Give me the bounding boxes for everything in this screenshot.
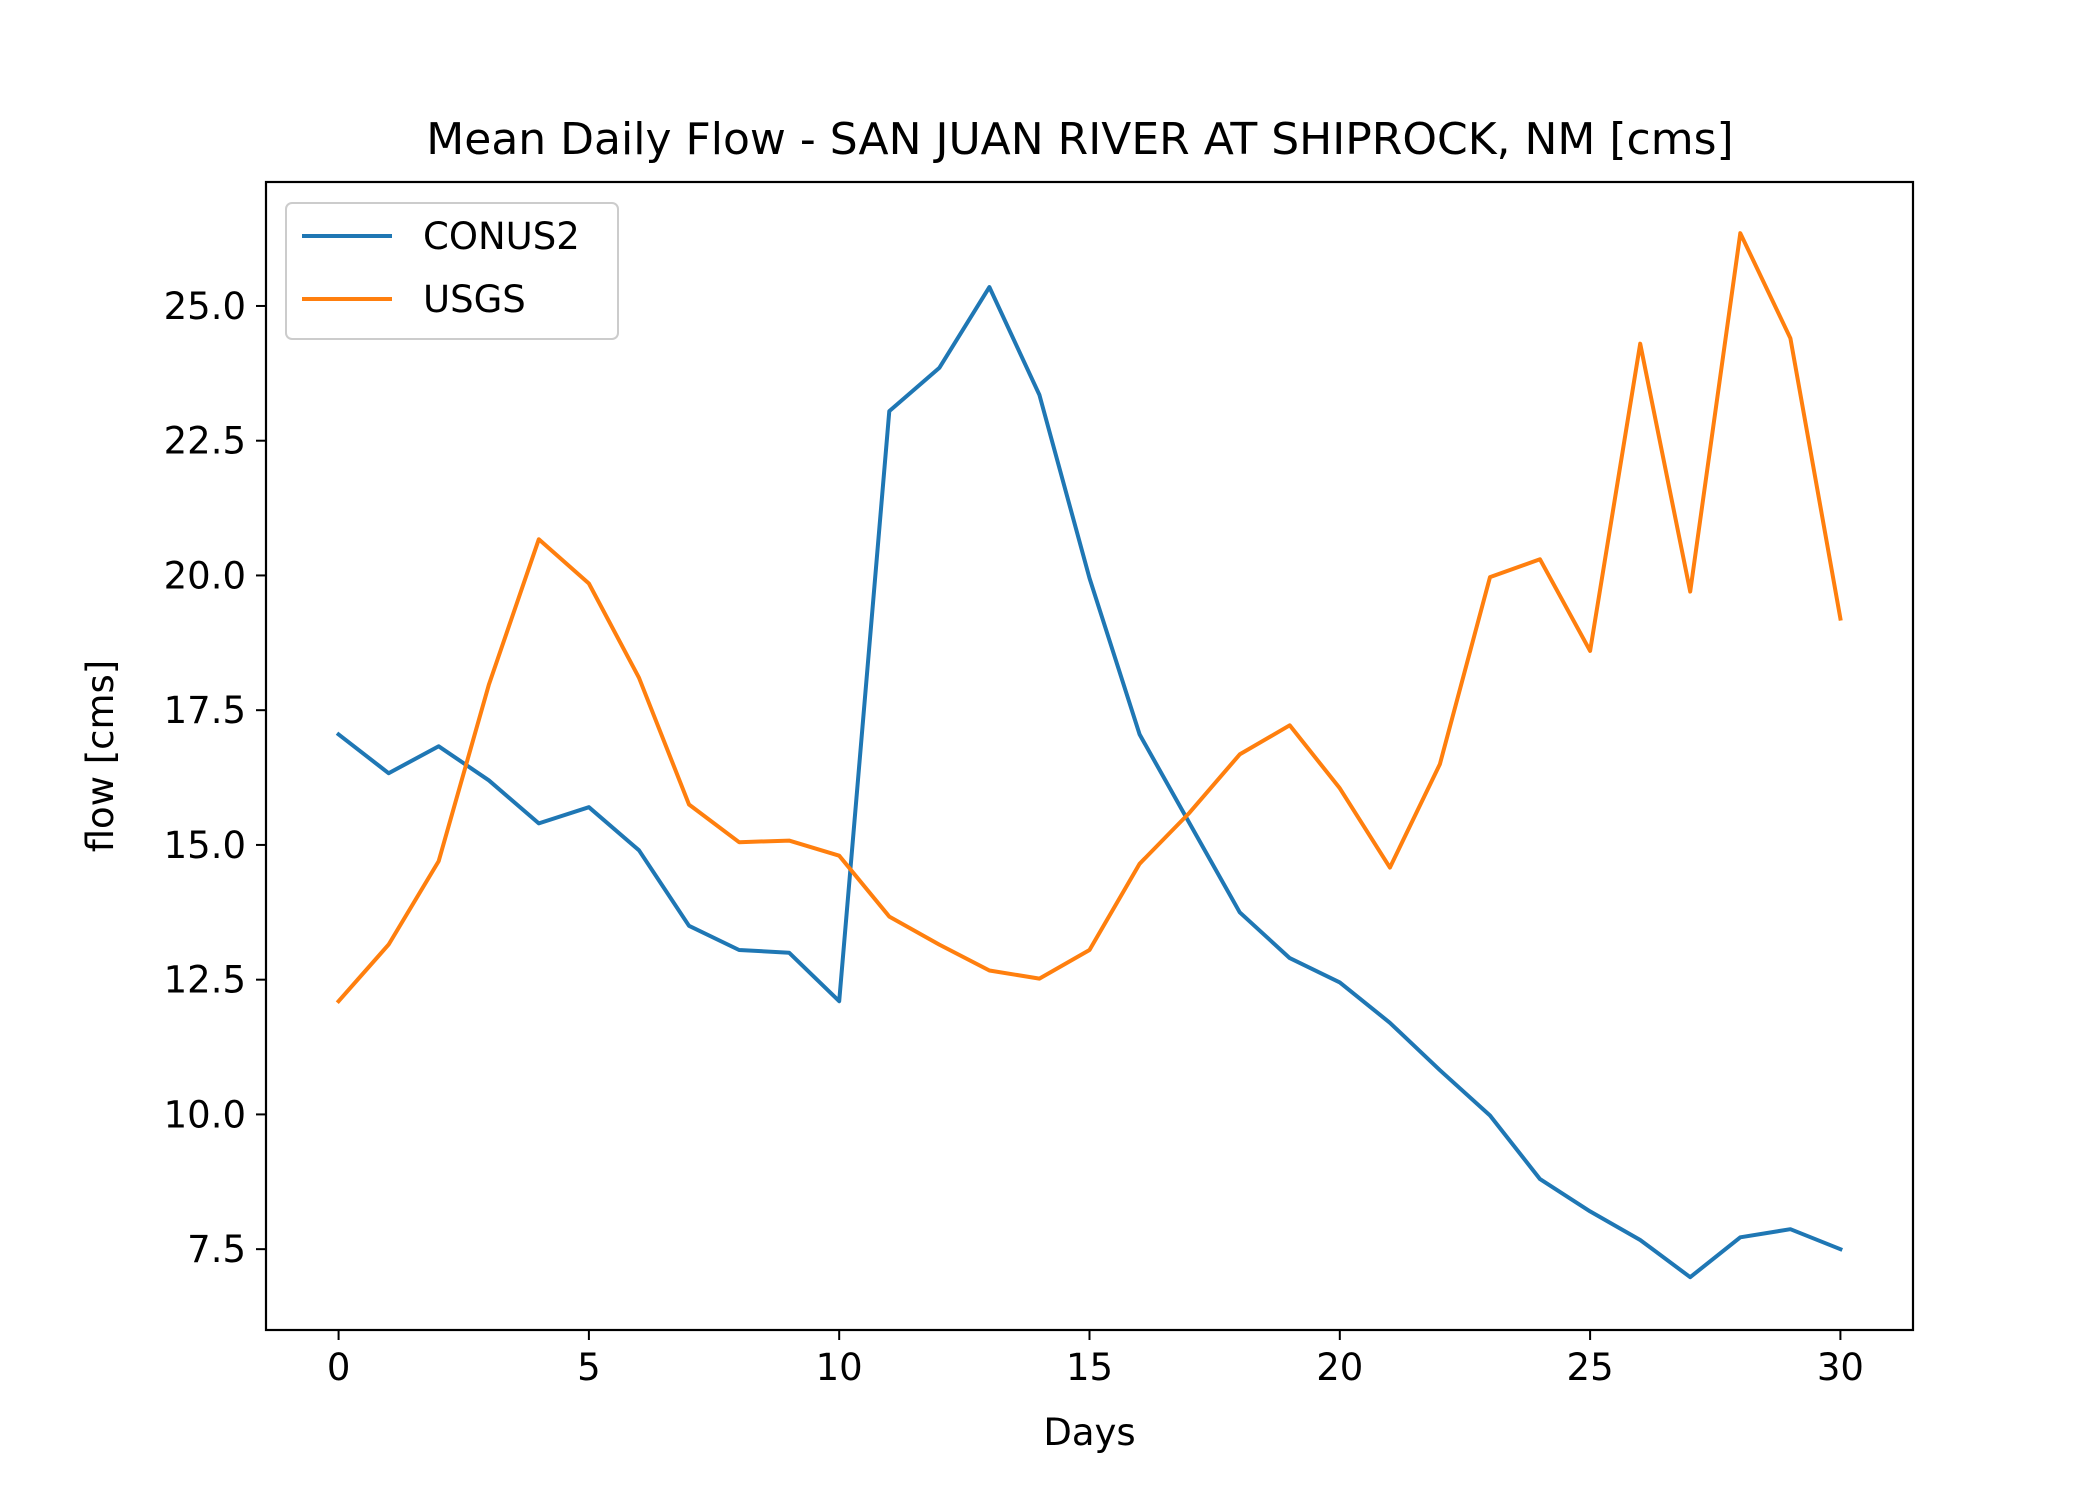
y-tick-label: 25.0 [164, 285, 246, 328]
x-tick-label: 30 [1817, 1346, 1864, 1389]
axes-background [266, 182, 1913, 1330]
x-tick-label: 15 [1066, 1346, 1113, 1389]
series-layer [335, 231, 1843, 1280]
y-axis-ticks: 7.5 10.0 12.5 15.0 17.5 20.0 22.5 25.0 [164, 285, 266, 1271]
x-axis-label: Days [1043, 1411, 1135, 1454]
y-tick-label: 17.5 [164, 689, 246, 732]
legend-label-usgs: USGS [423, 278, 526, 321]
series-line-usgs [335, 231, 1843, 1005]
y-tick-label: 20.0 [164, 554, 246, 597]
y-axis-label: flow [cms] [79, 660, 122, 853]
x-tick-label: 25 [1567, 1346, 1614, 1389]
y-tick-label: 12.5 [164, 959, 246, 1002]
plot-area [264, 180, 1915, 1332]
x-tick-label: 5 [577, 1346, 601, 1389]
y-tick-label: 15.0 [164, 824, 246, 867]
series-line-conus2 [335, 285, 1843, 1280]
x-tick-label: 20 [1316, 1346, 1363, 1389]
y-tick-label: 22.5 [164, 420, 246, 463]
y-tick-label: 10.0 [164, 1093, 246, 1136]
x-tick-label: 10 [816, 1346, 863, 1389]
x-tick-label: 0 [327, 1346, 351, 1389]
x-axis-ticks: 0 5 10 15 20 25 30 [327, 1330, 1864, 1389]
legend-label-conus2: CONUS2 [423, 215, 580, 258]
legend: CONUS2 USGS [285, 202, 619, 340]
chart-title: Mean Daily Flow - SAN JUAN RIVER AT SHIP… [426, 114, 1733, 165]
y-tick-label: 7.5 [187, 1228, 246, 1271]
